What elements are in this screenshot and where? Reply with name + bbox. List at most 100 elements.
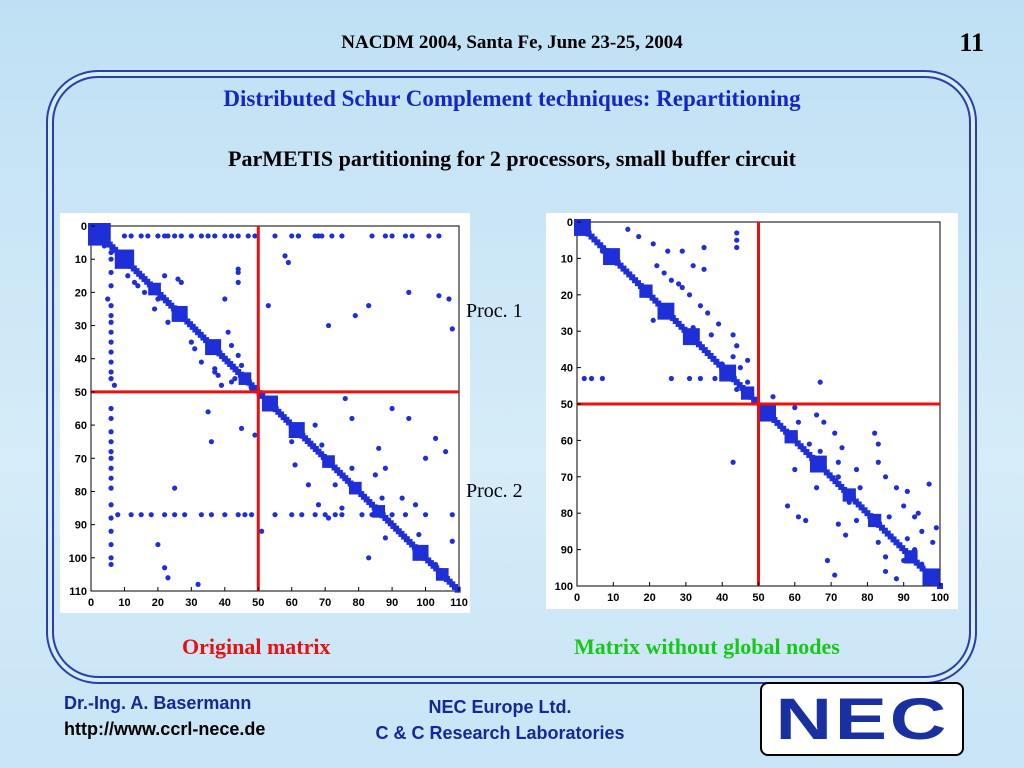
nonzero-marker: [108, 465, 114, 471]
nec-logo: NEC: [760, 682, 964, 756]
nonzero-marker: [412, 502, 419, 508]
nonzero-marker: [339, 512, 345, 518]
nonzero-marker: [875, 441, 881, 447]
diagonal-block: [639, 284, 653, 298]
nonzero-marker: [212, 369, 218, 375]
org-name: NEC Europe Ltd.: [428, 697, 572, 717]
nonzero-marker: [581, 375, 587, 382]
nonzero-marker: [734, 244, 740, 251]
nonzero-marker: [730, 332, 736, 338]
nonzero-marker: [737, 365, 743, 371]
nonzero-marker: [212, 233, 218, 239]
y-tick-label: 60: [561, 435, 573, 447]
nonzero-marker: [426, 233, 432, 239]
x-tick-label: 0: [88, 597, 94, 609]
nonzero-marker: [115, 512, 121, 518]
y-tick-label: 70: [561, 472, 573, 484]
nonzero-marker: [349, 465, 355, 471]
nonzero-marker: [148, 512, 154, 518]
nonzero-marker: [835, 474, 841, 480]
nonzero-marker: [222, 296, 228, 302]
nonzero-marker: [208, 512, 215, 518]
y-tick-label: 0: [81, 221, 87, 233]
diagonal-block: [657, 302, 675, 320]
nonzero-marker: [192, 346, 198, 352]
nonzero-marker: [359, 512, 365, 518]
nonzero-marker: [235, 266, 241, 272]
nonzero-marker: [409, 541, 415, 548]
x-tick-label: 20: [643, 592, 655, 604]
nonzero-marker: [886, 514, 892, 520]
nonzero-marker: [406, 415, 412, 422]
nonzero-marker: [265, 303, 271, 309]
nonzero-marker: [178, 279, 184, 286]
y-tick-label: 10: [75, 254, 87, 266]
nonzero-marker: [312, 512, 318, 518]
y-tick-label: 40: [561, 363, 573, 375]
nonzero-marker: [108, 269, 114, 276]
y-tick-label: 50: [75, 387, 87, 399]
diagonal-block: [261, 395, 278, 412]
nonzero-marker: [817, 448, 823, 454]
nonzero-marker: [172, 512, 178, 518]
nonzero-marker: [242, 512, 248, 518]
nonzero-marker: [449, 538, 455, 544]
nonzero-marker: [919, 528, 925, 534]
x-tick-label: 90: [386, 597, 398, 609]
y-tick-label: 40: [75, 354, 87, 366]
nonzero-marker: [185, 319, 191, 325]
nonzero-marker: [882, 474, 889, 480]
nonzero-marker: [389, 405, 395, 412]
nonzero-marker: [784, 503, 791, 509]
nonzero-marker: [128, 233, 134, 239]
nonzero-marker: [108, 561, 114, 568]
nonzero-marker: [215, 372, 221, 378]
nonzero-marker: [235, 279, 241, 286]
nonzero-marker: [821, 419, 827, 425]
org-lab: C & C Research Laboratories: [375, 723, 625, 743]
content-frame: [52, 76, 971, 678]
nonzero-marker: [901, 503, 907, 509]
diagonal-block: [171, 305, 188, 322]
x-tick-label: 100: [416, 597, 434, 609]
nonzero-marker: [803, 517, 809, 524]
nonzero-marker: [108, 449, 114, 455]
nonzero-marker: [172, 485, 178, 491]
nonzero-marker: [151, 306, 158, 312]
nonzero-marker: [165, 575, 171, 581]
nonzero-marker: [135, 283, 141, 289]
nonzero-marker: [369, 512, 375, 518]
nonzero-marker: [305, 482, 312, 488]
nonzero-marker: [657, 306, 664, 312]
author-url[interactable]: http://www.ccrl-nece.de: [64, 719, 266, 739]
nonzero-marker: [665, 248, 671, 254]
nonzero-marker: [108, 329, 114, 335]
nonzero-marker: [701, 244, 707, 251]
nonzero-marker: [155, 233, 161, 239]
y-tick-label: 20: [561, 290, 573, 302]
nonzero-marker: [406, 289, 412, 295]
x-tick-label: 0: [574, 592, 580, 604]
nonzero-marker: [599, 248, 606, 254]
nonzero-marker: [668, 277, 674, 283]
diagonal-block: [372, 505, 386, 518]
y-tick-label: 30: [75, 321, 87, 333]
diagonal-block: [238, 372, 252, 385]
nonzero-marker: [312, 422, 318, 428]
y-tick-label: 80: [75, 486, 87, 498]
nonzero-marker: [715, 321, 722, 327]
nonzero-marker: [813, 485, 820, 491]
nonzero-marker: [111, 382, 118, 388]
nonzero-marker: [121, 263, 128, 269]
nonzero-marker: [745, 379, 751, 385]
nonzero-marker: [108, 541, 114, 548]
x-tick-label: 50: [752, 592, 764, 604]
y-tick-label: 60: [75, 420, 87, 432]
nonzero-marker: [162, 565, 168, 571]
nonzero-marker: [599, 375, 606, 382]
diagonal-block: [784, 430, 798, 444]
nonzero-marker: [108, 475, 114, 481]
nonzero-marker: [252, 233, 258, 239]
nonzero-marker: [319, 442, 325, 448]
nonzero-marker: [770, 394, 776, 400]
